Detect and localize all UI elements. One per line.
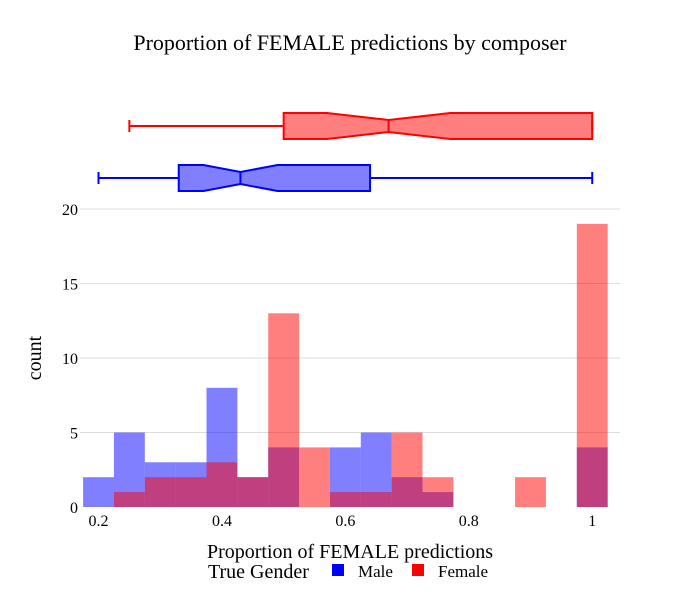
bar-female: [237, 477, 269, 507]
x-tick-label: 0.8: [459, 513, 479, 530]
box-body: [282, 112, 594, 140]
legend: True Gender Male Female: [208, 561, 488, 583]
y-tick-labels: 0 5 10 15 20: [62, 202, 78, 517]
chart-title: Proportion of FEMALE predictions by comp…: [133, 30, 567, 55]
legend-label-female: Female: [438, 562, 488, 581]
bar-female: [329, 492, 361, 507]
y-tick-label: 0: [70, 500, 78, 517]
x-tick-label: 0.4: [212, 513, 232, 530]
bar-male: [83, 477, 114, 507]
x-tick-labels: 0.2 0.4 0.6 0.8 1: [89, 513, 597, 530]
bar-female: [113, 492, 145, 507]
legend-title: True Gender: [208, 561, 309, 583]
x-tick-label: 0.2: [89, 513, 109, 530]
boxplot-male: [97, 164, 594, 192]
legend-label-male: Male: [358, 562, 393, 581]
legend-swatch-male: [332, 564, 344, 576]
legend-swatch-female: [412, 564, 424, 576]
x-axis-title: Proportion of FEMALE predictions: [207, 541, 493, 563]
bar-female: [515, 477, 546, 507]
bar-female: [144, 477, 176, 507]
box-body: [177, 164, 372, 192]
bar-female: [299, 447, 330, 507]
marginal-boxplots: [97, 112, 594, 192]
y-tick-label: 10: [62, 351, 78, 368]
x-tick-label: 1: [588, 513, 596, 530]
y-axis-title: count: [24, 335, 46, 380]
y-tick-label: 20: [62, 202, 78, 219]
histogram-bars: [83, 223, 608, 507]
bar-female: [576, 223, 608, 507]
y-tick-label: 15: [62, 277, 78, 294]
bar-female: [422, 477, 454, 507]
grid-lines: [80, 208, 620, 433]
bar-female: [175, 477, 207, 507]
bar-female: [268, 313, 300, 507]
x-tick-label: 0.6: [335, 513, 355, 530]
boxplot-female: [128, 112, 594, 140]
y-tick-label: 5: [70, 426, 78, 443]
bar-female: [360, 492, 392, 507]
bar-female: [206, 462, 238, 507]
bar-female: [391, 432, 423, 507]
